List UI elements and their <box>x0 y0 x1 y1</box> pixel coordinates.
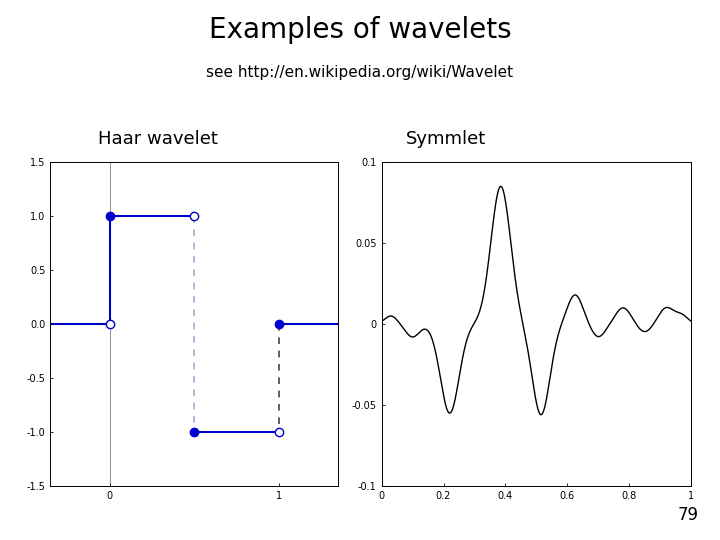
Text: 79: 79 <box>678 506 698 524</box>
Text: see http://en.wikipedia.org/wiki/Wavelet: see http://en.wikipedia.org/wiki/Wavelet <box>207 65 513 80</box>
Text: Examples of wavelets: Examples of wavelets <box>209 16 511 44</box>
Text: Symmlet: Symmlet <box>406 130 487 147</box>
Text: Haar wavelet: Haar wavelet <box>99 130 218 147</box>
